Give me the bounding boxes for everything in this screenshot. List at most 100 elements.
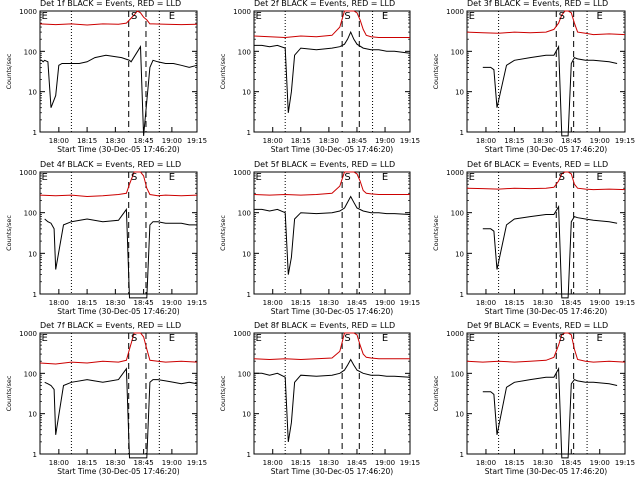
y-tick-label: 1 (33, 451, 37, 459)
detector-panel: Det 6f BLACK = Events, RED = LLD 1 10 100 10… (432, 160, 635, 316)
detector-panel: Det 2f BLACK = Events, RED = LLD 1 10 100 10… (219, 0, 420, 154)
x-tick-label: 18:30 (105, 459, 125, 467)
x-tick-label: 18:00 (476, 137, 496, 145)
interval-marker: S (131, 11, 137, 22)
interval-marker: E (169, 172, 175, 183)
y-axis-label: Counts/sec (5, 53, 13, 89)
y-tick-label: 10 (455, 250, 464, 258)
lld-series-line (466, 332, 626, 363)
interval-marker: S (559, 333, 565, 344)
x-tick-label: 19:00 (375, 137, 395, 145)
interval-marker: E (42, 172, 48, 183)
plot-frame (466, 10, 626, 133)
y-tick-label: 100 (24, 48, 37, 56)
y-tick-label: 10 (28, 411, 37, 419)
detector-panel: Det 8f BLACK = Events, RED = LLD 1 10 100 10… (219, 321, 420, 476)
panel-title: Det 5f BLACK = Events, RED = LLD (254, 160, 395, 169)
detector-panel: Det 3f BLACK = Events, RED = LLD 1 10 100 10… (432, 0, 635, 154)
y-tick-label: 1000 (446, 330, 464, 338)
lld-series-line (253, 10, 410, 39)
y-axis-label: Counts/sec (219, 215, 227, 251)
y-axis-label: Counts/sec (432, 53, 440, 89)
detector-panel: Det 9f BLACK = Events, RED = LLD 1 10 100 10… (432, 321, 635, 476)
interval-marker: E (597, 172, 603, 183)
y-tick-label: 10 (242, 250, 251, 258)
y-tick-label: 1000 (233, 330, 251, 338)
events-series-line (482, 204, 618, 299)
plot-frame (466, 332, 626, 455)
y-tick-label: 1000 (233, 8, 251, 16)
panel-title: Det 8f BLACK = Events, RED = LLD (254, 321, 395, 330)
events-series-line (254, 358, 411, 442)
x-tick-label: 18:45 (134, 459, 154, 467)
y-tick-label: 1 (460, 291, 464, 299)
x-tick-label: 19:00 (590, 299, 610, 307)
y-axis-label: Counts/sec (219, 53, 227, 89)
x-tick-label: 18:15 (504, 299, 524, 307)
x-tick-label: 18:15 (291, 459, 311, 467)
x-tick-label: 18:00 (263, 137, 283, 145)
interval-marker: E (382, 333, 388, 344)
x-tick-label: 18:45 (134, 299, 154, 307)
x-tick-label: 19:15 (400, 299, 420, 307)
x-axis-label: Start Time (30-Dec-05 17:46:20) (57, 467, 179, 476)
y-tick-label: 10 (455, 89, 464, 97)
lld-series-line (39, 332, 198, 365)
plot-frame (39, 171, 198, 295)
events-series-line (482, 366, 618, 459)
x-tick-label: 18:00 (263, 299, 283, 307)
x-tick-label: 18:45 (561, 459, 581, 467)
x-tick-label: 18:30 (319, 299, 339, 307)
x-tick-label: 19:15 (187, 299, 207, 307)
x-tick-label: 18:15 (291, 137, 311, 145)
x-tick-label: 18:00 (49, 299, 69, 307)
events-series-line (254, 30, 411, 113)
x-tick-label: 18:45 (347, 299, 367, 307)
interval-marker: E (256, 333, 262, 344)
interval-marker: S (344, 333, 350, 344)
y-tick-label: 100 (451, 210, 464, 218)
panel-title: Det 4f BLACK = Events, RED = LLD (40, 160, 181, 169)
x-tick-label: 19:15 (187, 459, 207, 467)
interval-marker: E (256, 172, 262, 183)
interval-marker: E (42, 333, 48, 344)
detector-panel: Det 7f BLACK = Events, RED = LLD 1 10 100 10… (5, 321, 207, 476)
x-tick-label: 18:30 (533, 299, 553, 307)
x-tick-label: 19:15 (615, 299, 635, 307)
x-tick-label: 19:15 (615, 459, 635, 467)
x-axis-label: Start Time (30-Dec-05 17:46:20) (271, 307, 393, 316)
interval-marker: E (382, 11, 388, 22)
interval-marker: E (169, 333, 175, 344)
interval-marker: E (169, 11, 175, 22)
x-tick-label: 18:15 (504, 137, 524, 145)
lld-series-line (39, 10, 198, 26)
x-axis-label: Start Time (30-Dec-05 17:46:20) (271, 467, 393, 476)
lld-series-line (253, 171, 410, 196)
interval-marker: E (382, 172, 388, 183)
interval-marker: S (131, 333, 137, 344)
interval-marker: E (597, 11, 603, 22)
y-tick-label: 100 (238, 210, 251, 218)
x-axis-label: Start Time (30-Dec-05 17:46:20) (57, 307, 179, 316)
x-tick-label: 18:15 (77, 299, 97, 307)
y-tick-label: 1 (33, 291, 37, 299)
y-tick-label: 1000 (446, 169, 464, 177)
interval-marker: E (256, 11, 262, 22)
y-tick-label: 10 (455, 411, 464, 419)
x-tick-label: 19:00 (375, 299, 395, 307)
y-tick-label: 1 (247, 129, 251, 137)
x-tick-label: 18:45 (134, 137, 154, 145)
plot-frame (253, 10, 411, 133)
plot-frame (466, 171, 626, 295)
lld-series-line (253, 332, 410, 361)
interval-marker: S (344, 11, 350, 22)
y-axis-label: Counts/sec (5, 375, 13, 411)
x-tick-label: 18:45 (561, 137, 581, 145)
detector-panel: Det 5f BLACK = Events, RED = LLD 1 10 100 10… (219, 160, 420, 316)
plot-frame (39, 10, 198, 133)
interval-marker: E (42, 11, 48, 22)
detector-panel: Det 4f BLACK = Events, RED = LLD 1 10 100 10… (5, 160, 207, 316)
panel-title: Det 2f BLACK = Events, RED = LLD (254, 0, 395, 8)
y-tick-label: 1000 (233, 169, 251, 177)
plot-frame (39, 332, 198, 455)
